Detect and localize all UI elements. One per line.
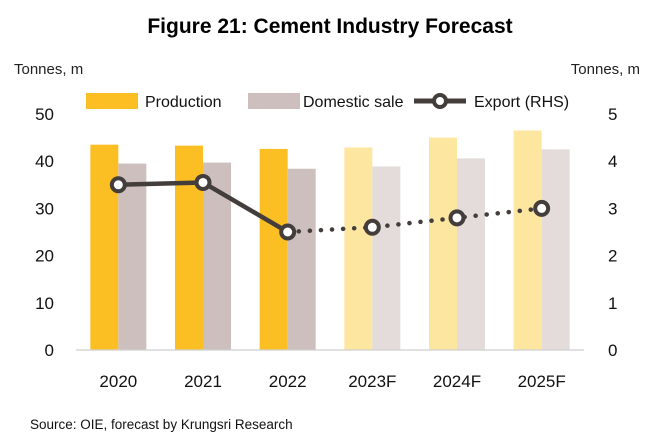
chart-title: Figure 21: Cement Industry Forecast (147, 15, 512, 38)
x-axis-labels: 2020 2021 2022 2023F 2024F 2025F (99, 372, 565, 391)
bar-domestic-sale-2025f (541, 149, 570, 350)
left-tick-label-50: 50 (35, 105, 54, 124)
right-tick-label-3: 3 (608, 199, 617, 218)
legend-swatch-domestic-sale (248, 93, 300, 109)
left-axis-unit: Tonnes, m (14, 61, 83, 78)
left-tick-label-30: 30 (35, 199, 54, 218)
left-tick-label-20: 20 (35, 247, 54, 266)
bar-production-2025f (513, 130, 542, 350)
x-tick-label-2022: 2022 (269, 372, 307, 391)
bars-layer (90, 130, 570, 350)
bar-domestic-sale-2024f (457, 158, 485, 350)
legend-swatch-production (86, 93, 138, 109)
x-tick-label-2025f: 2025F (518, 372, 566, 391)
bar-production-2022 (259, 148, 288, 350)
export-point-2020 (109, 176, 127, 194)
export-point-2024f (448, 209, 466, 227)
export-point-2022 (279, 223, 297, 241)
bar-domestic-sale-2022 (287, 168, 316, 350)
legend: Production Domestic sale Export (RHS) (86, 93, 569, 111)
legend-label-domestic-sale: Domestic sale (303, 94, 404, 111)
right-tick-label-1: 1 (608, 294, 617, 313)
right-axis-unit: Tonnes, m (571, 61, 640, 78)
left-tick-label-40: 40 (35, 152, 54, 171)
legend-marker-export (432, 93, 448, 109)
bar-production-2020 (90, 144, 119, 350)
bar-production-2023f (344, 147, 373, 350)
x-tick-label-2023f: 2023F (348, 372, 396, 391)
right-tick-label-4: 4 (608, 152, 617, 171)
right-tick-label-2: 2 (608, 247, 617, 266)
source-note: Source: OIE, forecast by Krungsri Resear… (30, 417, 293, 432)
export-line-forecast (285, 206, 544, 235)
export-point-2025f (533, 199, 551, 217)
export-point-2023f (363, 218, 381, 236)
bar-domestic-sale-2023f (372, 166, 401, 350)
export-line-series (109, 173, 551, 241)
bar-domestic-sale-2020 (118, 163, 147, 350)
legend-label-export: Export (RHS) (474, 94, 569, 111)
right-tick-label-5: 5 (608, 105, 617, 124)
left-tick-label-0: 0 (45, 341, 54, 360)
export-point-2021 (194, 173, 212, 191)
legend-label-production: Production (145, 94, 222, 111)
bar-production-2024f (429, 137, 457, 350)
left-tick-label-10: 10 (35, 294, 54, 313)
x-tick-label-2021: 2021 (184, 372, 222, 391)
right-tick-label-0: 0 (608, 341, 617, 360)
x-tick-label-2020: 2020 (99, 372, 137, 391)
left-y-axis: 0 10 20 30 40 50 (35, 105, 54, 360)
right-y-axis: 0 1 2 3 4 5 (608, 105, 617, 360)
x-tick-label-2024f: 2024F (433, 372, 481, 391)
